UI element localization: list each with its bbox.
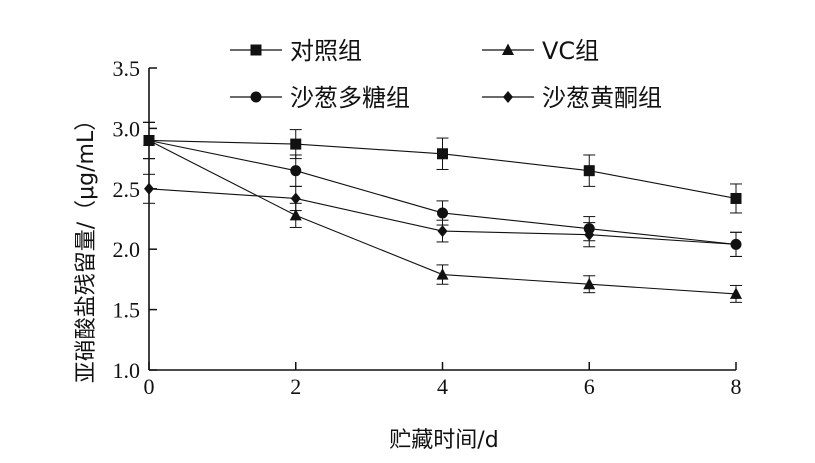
data-point xyxy=(731,238,741,251)
y-axis-label: 亚硝酸盐残留量/（μg/mL） xyxy=(74,109,99,383)
x-axis-label: 贮藏时间/d xyxy=(389,428,498,453)
legend-marker xyxy=(502,43,514,55)
y-tick-label: 3.5 xyxy=(113,56,141,81)
legend-marker xyxy=(250,91,262,103)
legend-item-0: 对照组 xyxy=(230,37,362,65)
legend-item-1: VC组 xyxy=(482,37,599,65)
y-tick-label: 1.5 xyxy=(113,298,141,323)
data-point xyxy=(583,277,596,290)
legend-label: 沙葱黄酮组 xyxy=(542,84,662,112)
legend-marker xyxy=(250,44,262,56)
legend-marker xyxy=(503,91,513,103)
legend-label: 对照组 xyxy=(290,37,362,65)
series-0 xyxy=(143,121,742,214)
y-tick-label: 1.0 xyxy=(113,358,141,383)
legend-item-2: 沙葱多糖组 xyxy=(230,84,410,112)
data-point xyxy=(436,268,449,280)
legend-label: 沙葱多糖组 xyxy=(290,84,410,112)
data-point xyxy=(437,148,448,160)
ticks: 1.0 1.5 2.0 2.5 3.0 3.5 0 2 4 6 8 xyxy=(113,56,742,399)
data-point xyxy=(290,138,302,150)
series-3 xyxy=(143,173,742,257)
data-point xyxy=(143,134,155,146)
data-point xyxy=(730,287,742,299)
data-point xyxy=(584,228,595,241)
data-point xyxy=(730,192,742,204)
x-tick-label: 2 xyxy=(290,374,301,399)
legend-item-3: 沙葱黄酮组 xyxy=(482,84,662,112)
data-point xyxy=(583,165,595,177)
x-tick-label: 0 xyxy=(144,374,155,399)
y-tick-label: 2.5 xyxy=(113,177,141,202)
data-point xyxy=(437,225,448,238)
x-tick-label: 6 xyxy=(584,374,595,399)
y-tick-label: 2.0 xyxy=(113,237,141,262)
x-tick-label: 4 xyxy=(437,374,448,399)
x-tick-label: 8 xyxy=(731,374,742,399)
series-layer xyxy=(143,121,742,303)
data-point xyxy=(289,208,302,221)
data-point xyxy=(437,207,448,219)
data-point xyxy=(290,192,301,205)
data-point xyxy=(290,165,302,177)
y-tick-label: 3.0 xyxy=(113,116,141,141)
legend-label: VC组 xyxy=(542,37,599,65)
data-point xyxy=(144,182,154,195)
